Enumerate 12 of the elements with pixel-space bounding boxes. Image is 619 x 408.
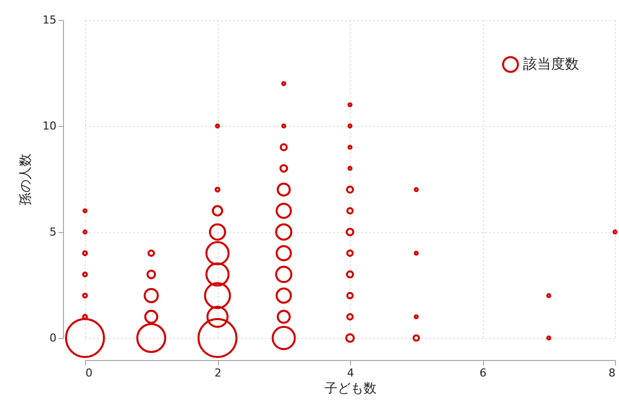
legend-label: 該当度数 xyxy=(523,56,579,72)
x-tick-label: 0 xyxy=(86,366,92,380)
y-tick-label: 0 xyxy=(50,332,56,344)
x-tick-label: 8 xyxy=(608,366,616,380)
x-axis-title: 子ども数 xyxy=(324,382,376,396)
x-tick-label: 4 xyxy=(347,366,354,380)
y-tick-label: 10 xyxy=(42,120,56,132)
x-tick-label: 6 xyxy=(480,366,486,380)
x-tick-label: 2 xyxy=(214,366,222,380)
y-tick-label: 15 xyxy=(42,14,56,26)
y-tick-label: 5 xyxy=(50,226,56,238)
y-axis-title: 孫の人数 xyxy=(18,154,34,206)
